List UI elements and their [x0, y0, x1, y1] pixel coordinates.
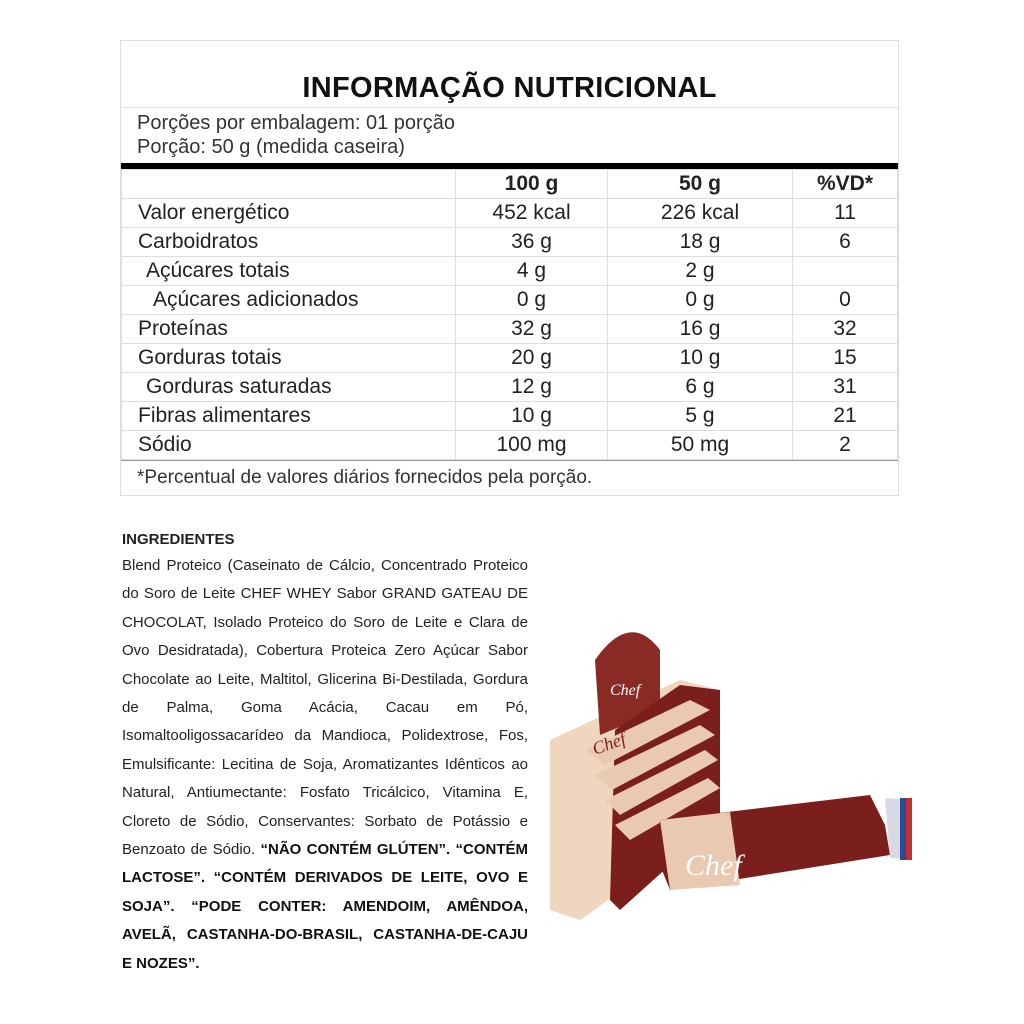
box-lid-display [595, 632, 660, 735]
nutrient-name: Valor energético [121, 198, 456, 228]
value-100g: 0 g [455, 285, 608, 315]
nutrition-facts-table: INFORMAÇÃO NUTRICIONAL Porções por embal… [120, 40, 899, 496]
value-50g: 16 g [607, 314, 793, 344]
allergen-warnings: “NÃO CONTÉM GLÚTEN”. “CONTÉM LACTOSE”. “… [122, 841, 529, 972]
nutrition-title: INFORMAÇÃO NUTRICIONAL [121, 41, 898, 108]
product-image: Chef Chef Chef [540, 620, 920, 930]
value-50g: 18 g [607, 227, 793, 257]
value-50g: 50 mg [607, 430, 793, 460]
table-row: Proteínas 32 g 16 g 32 [121, 314, 898, 344]
header-50g: 50 g [607, 169, 793, 199]
value-50g: 6 g [607, 372, 793, 402]
brand-logo: Chef [685, 849, 745, 882]
nutrient-name: Açúcares totais [121, 256, 456, 286]
svg-text:Chef: Chef [610, 682, 643, 699]
serving-size: Porção: 50 g (medida caseira) [137, 136, 405, 158]
header-vd: %VD* [792, 169, 898, 199]
nutrient-table: 100 g 50 g %VD* Valor energético 452 kcal… [121, 169, 898, 460]
header-100g: 100 g [455, 169, 608, 199]
nutrient-name: Açúcares adicionados [121, 285, 456, 315]
nutrient-name: Fibras alimentares [121, 401, 456, 431]
value-50g: 226 kcal [607, 198, 793, 228]
nutrient-name: Sódio [121, 430, 456, 460]
footnote: *Percentual de valores diários fornecido… [121, 460, 898, 495]
value-50g: 10 g [607, 343, 793, 373]
value-vd: 15 [792, 343, 898, 373]
value-vd [792, 256, 898, 286]
thick-divider [121, 163, 898, 169]
servings-per-package: Porções por embalagem: 01 porção [137, 112, 455, 134]
value-vd: 2 [792, 430, 898, 460]
value-vd: 6 [792, 227, 898, 257]
value-50g: 2 g [607, 256, 793, 286]
nutrient-name: Carboidratos [121, 227, 456, 257]
value-100g: 10 g [455, 401, 608, 431]
value-100g: 4 g [455, 256, 608, 286]
value-vd: 32 [792, 314, 898, 344]
value-100g: 100 mg [455, 430, 608, 460]
value-50g: 0 g [607, 285, 793, 315]
value-100g: 452 kcal [455, 198, 608, 228]
value-100g: 36 g [455, 227, 608, 257]
table-header-row: 100 g 50 g %VD* [121, 169, 898, 199]
header-blank [121, 169, 456, 199]
nutrient-name: Gorduras totais [121, 343, 456, 373]
table-row: Sódio 100 mg 50 mg 2 [121, 430, 898, 460]
ingredients-section: INGREDIENTES Blend Proteico (Caseinato d… [122, 528, 528, 978]
product-box-illustration: Chef Chef Chef [550, 632, 912, 920]
value-100g: 12 g [455, 372, 608, 402]
value-vd: 31 [792, 372, 898, 402]
ingredients-heading: INGREDIENTES [122, 531, 235, 548]
bar-wrapper-light [660, 812, 740, 890]
ingredients-text: Blend Proteico (Caseinato de Cálcio, Con… [122, 557, 528, 859]
value-vd: 11 [792, 198, 898, 228]
value-100g: 32 g [455, 314, 608, 344]
value-100g: 20 g [455, 343, 608, 373]
nutrient-name: Gorduras saturadas [121, 372, 456, 402]
bars-in-box [585, 700, 720, 840]
nutrient-name: Proteínas [121, 314, 456, 344]
table-row: Gorduras totais 20 g 10 g 15 [121, 343, 898, 373]
value-vd: 0 [792, 285, 898, 315]
table-row: Valor energético 452 kcal 226 kcal 11 [121, 198, 898, 228]
portion-info: Porções por embalagem: 01 porção Porção:… [121, 108, 898, 163]
value-vd: 21 [792, 401, 898, 431]
value-50g: 5 g [607, 401, 793, 431]
